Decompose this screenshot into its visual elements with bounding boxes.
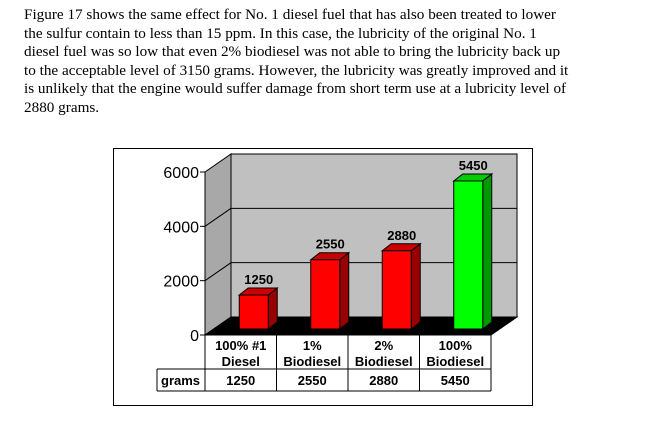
data-label: 2880	[387, 228, 416, 243]
bar-front	[453, 180, 484, 330]
bar-side	[339, 251, 350, 331]
side-wall	[204, 153, 232, 336]
category-label: Biodiesel	[283, 354, 341, 369]
y-tick-label: 4000	[163, 219, 199, 236]
table-row-label: grams	[161, 373, 200, 388]
data-label: 1250	[244, 272, 273, 287]
bar	[237, 287, 279, 331]
category-label: 1%	[303, 338, 322, 353]
table-value-cell: 5450	[441, 373, 470, 388]
bar-front	[238, 294, 269, 330]
category-label: 2%	[374, 338, 393, 353]
category-label: Diesel	[222, 354, 260, 369]
paragraph-line: diesel fuel was so low that even 2% biod…	[24, 43, 561, 61]
table-value-cell: 1250	[226, 373, 255, 388]
category-label: 100%	[439, 338, 473, 353]
gridline	[204, 262, 232, 282]
data-label: 2550	[316, 237, 345, 252]
paragraph-line: Figure 17 shows the same effect for No. …	[24, 6, 556, 23]
gridline	[204, 207, 232, 227]
table-value-cell: 2880	[369, 373, 398, 388]
y-tick-label: 2000	[163, 274, 199, 291]
paragraph-line: the sulfur contain to less than 15 ppm. …	[24, 24, 537, 42]
bar-side	[410, 242, 421, 331]
y-tick-label: 0	[190, 328, 199, 345]
data-label: 5450	[459, 158, 488, 173]
paragraph-line: 2880 grams.	[24, 98, 100, 116]
bar-front	[310, 259, 341, 330]
bar-front	[381, 250, 412, 330]
paragraph-line: is unlikely that the engine would suffer…	[24, 80, 567, 98]
category-label: Biodiesel	[426, 354, 484, 369]
bar	[309, 251, 351, 331]
bar	[380, 242, 422, 331]
body-paragraph: Figure 17 shows the same effect for No. …	[24, 6, 644, 118]
y-tick-label: 6000	[163, 165, 199, 182]
table-value-cell: 2550	[298, 373, 327, 388]
category-label: Biodiesel	[355, 354, 413, 369]
paragraph-line: to the acceptable level of 3150 grams. H…	[24, 61, 569, 79]
bar-side	[482, 172, 493, 331]
category-label: 100% #1	[215, 338, 266, 353]
bar	[452, 172, 494, 331]
lubricity-bar-chart: 0 2000 4000 6000 1250 2550 2880 5450 100% #1Dies…	[156, 153, 519, 392]
